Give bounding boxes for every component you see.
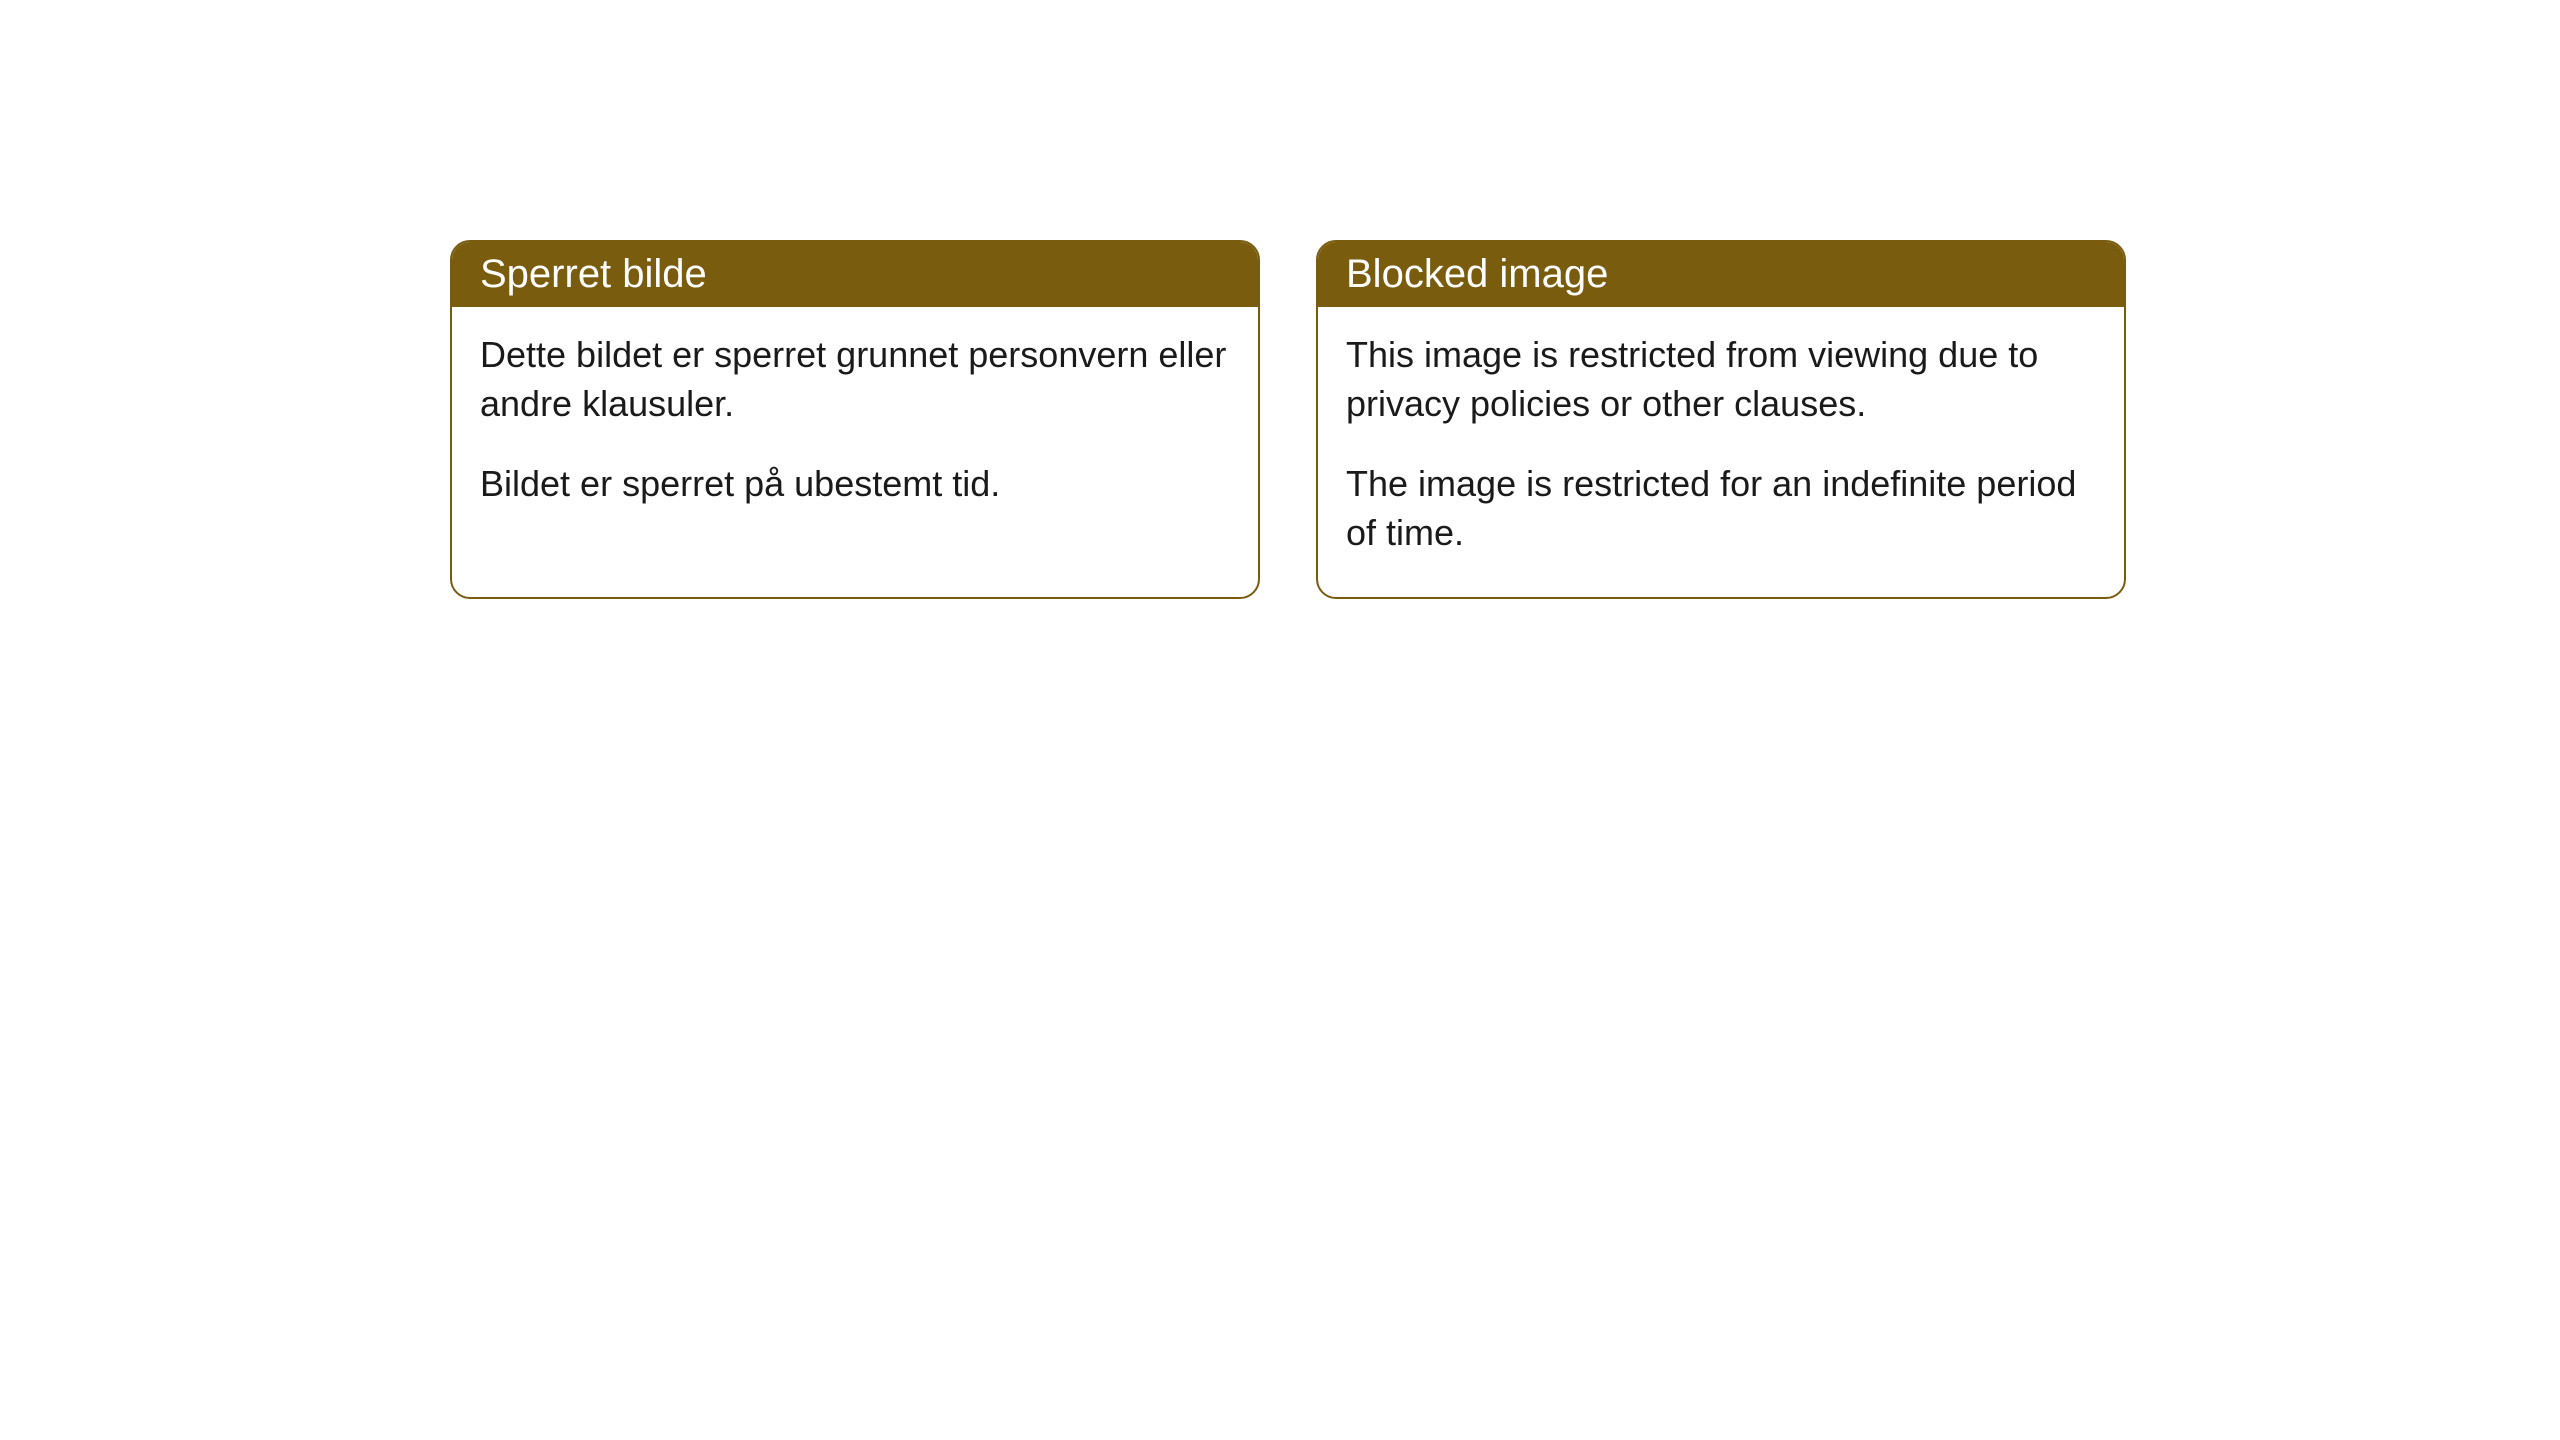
card-paragraph-2-norwegian: Bildet er sperret på ubestemt tid. (480, 460, 1230, 509)
card-body-english: This image is restricted from viewing du… (1318, 307, 2124, 597)
card-paragraph-2-english: The image is restricted for an indefinit… (1346, 460, 2096, 557)
card-paragraph-1-norwegian: Dette bildet er sperret grunnet personve… (480, 331, 1230, 428)
card-body-norwegian: Dette bildet er sperret grunnet personve… (452, 307, 1258, 549)
card-paragraph-1-english: This image is restricted from viewing du… (1346, 331, 2096, 428)
card-header-norwegian: Sperret bilde (452, 242, 1258, 307)
blocked-image-card-norwegian: Sperret bilde Dette bildet er sperret gr… (450, 240, 1260, 599)
notice-cards-container: Sperret bilde Dette bildet er sperret gr… (450, 240, 2126, 599)
blocked-image-card-english: Blocked image This image is restricted f… (1316, 240, 2126, 599)
card-header-english: Blocked image (1318, 242, 2124, 307)
card-title-english: Blocked image (1346, 252, 1608, 296)
card-title-norwegian: Sperret bilde (480, 252, 707, 296)
